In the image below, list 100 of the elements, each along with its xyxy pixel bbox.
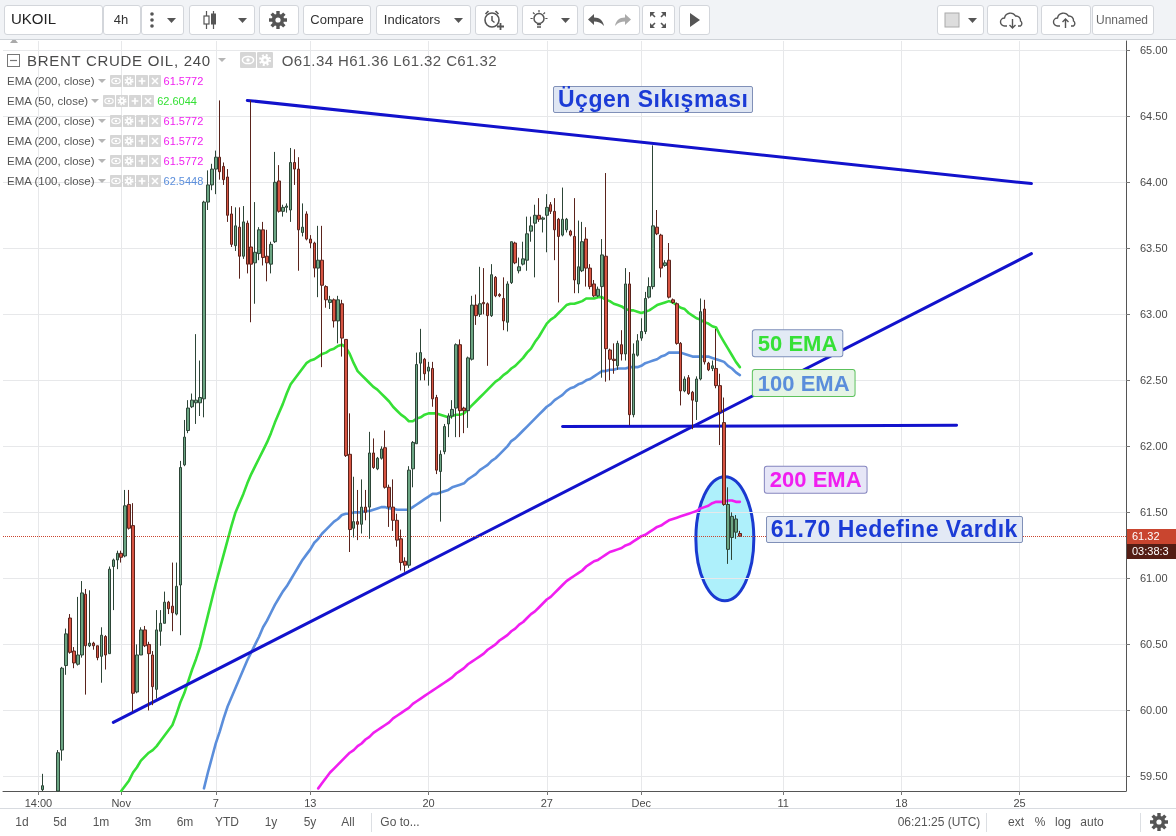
annotation: 62.6044 [157, 95, 197, 107]
candlestick [584, 226, 588, 288]
candlestick [655, 209, 659, 236]
x-tick-label: 14:00 [24, 796, 53, 809]
candlestick [372, 437, 375, 470]
candlestick [328, 295, 332, 310]
x-tick-label: 20 [422, 796, 435, 809]
annotation: EMA (50, close) [7, 95, 89, 107]
candlestick [214, 150, 218, 195]
text: All [341, 815, 355, 829]
candlestick [242, 205, 245, 260]
x-tick-label: 11 [777, 796, 789, 809]
candlestick [364, 489, 367, 521]
candlestick [738, 530, 742, 537]
candlestick [332, 297, 336, 329]
line-series [316, 499, 742, 790]
annotation: EMA (200, close) [7, 75, 95, 87]
text: Go to... [380, 815, 420, 829]
text: % [1034, 815, 1046, 829]
candlestick [84, 588, 87, 696]
ref-line-label: 61.32 [1127, 528, 1176, 544]
text: 3m [134, 815, 152, 829]
annotation: 61.5772 [163, 155, 204, 167]
annotation: 61.70 Hedefine Vardık [765, 516, 1023, 544]
candlestick [474, 294, 478, 326]
line-series [119, 295, 742, 793]
text: Compare [310, 12, 364, 28]
candlestick [88, 589, 91, 648]
candlestick [561, 187, 564, 237]
candlestick [171, 562, 174, 632]
y-tick-label: 63.50 [1140, 242, 1168, 255]
candlestick [352, 476, 355, 538]
candlestick [119, 550, 123, 564]
candlestick [439, 449, 442, 523]
x-tick-label: 25 [1013, 796, 1026, 809]
candlestick [458, 338, 462, 438]
candlestick [273, 151, 277, 244]
text: 03:38:3 [1127, 543, 1176, 559]
text: 06:21:25 (UTC) [897, 815, 981, 829]
y-tick-label: 59.50 [1140, 770, 1168, 783]
candlestick [427, 361, 430, 387]
text: auto [1080, 815, 1104, 829]
text: BRENT CRUDE OIL, 240 [27, 51, 211, 69]
candlestick [683, 375, 686, 393]
y-tick-label: 62.50 [1140, 374, 1168, 387]
text: 1y [264, 815, 278, 829]
text: UKOIL [11, 10, 57, 27]
annotation: EMA (200, close) [7, 135, 95, 147]
candlestick [726, 486, 730, 565]
candlestick [175, 562, 178, 616]
x-tick-label: 27 [540, 796, 553, 809]
line-series [202, 351, 742, 790]
candlestick [340, 299, 344, 358]
y-tick-label: 61.00 [1140, 572, 1168, 585]
x-tick-label: 7 [212, 796, 219, 809]
candlestick [269, 241, 273, 274]
candlestick [238, 206, 241, 280]
candlestick [253, 201, 257, 305]
candlestick [356, 489, 359, 541]
text: Unnamed [1095, 12, 1149, 28]
candlestick [96, 645, 99, 661]
y-tick-label: 64.50 [1140, 110, 1168, 123]
x-tick-label: 13 [304, 796, 317, 809]
text: 5d [53, 815, 67, 829]
candlestick [108, 566, 111, 655]
text: ext [1007, 815, 1025, 829]
candlestick [703, 299, 706, 365]
text: YTD [215, 815, 239, 829]
candlestick [620, 329, 623, 362]
text: log [1054, 815, 1072, 829]
candlestick [659, 233, 663, 278]
x-tick-label: Nov [111, 796, 132, 809]
text: 1d [15, 815, 29, 829]
candlestick [249, 99, 253, 323]
candlestick [443, 423, 446, 455]
x-tick-label: 18 [895, 796, 908, 809]
candlestick [667, 242, 671, 299]
y-tick-label: 60.00 [1140, 704, 1168, 717]
candlestick [478, 266, 482, 318]
text: O61.34 H61.36 L61.32 C61.32 [281, 51, 497, 69]
candlestick [336, 295, 340, 344]
y-tick-label: 64.00 [1140, 176, 1168, 189]
text: 1m [92, 815, 110, 829]
annotation: EMA (100, close) [7, 175, 95, 187]
candlestick [419, 328, 422, 381]
candlestick [234, 206, 237, 252]
candlestick [517, 257, 521, 274]
text: Indicators [383, 12, 441, 28]
annotation: 61.5772 [163, 75, 204, 87]
candlestick [502, 276, 505, 331]
candlestick [494, 275, 497, 298]
annotation: 62.5448 [163, 175, 204, 187]
annotation: 61.5772 [163, 135, 204, 147]
candlestick [510, 241, 513, 285]
series-label: 50 EMA [757, 330, 838, 356]
y-tick-label: 61.50 [1140, 506, 1168, 519]
candlestick [281, 204, 285, 218]
x-tick-label: Dec [631, 796, 652, 809]
candlestick [506, 280, 509, 332]
candlestick [316, 225, 320, 298]
